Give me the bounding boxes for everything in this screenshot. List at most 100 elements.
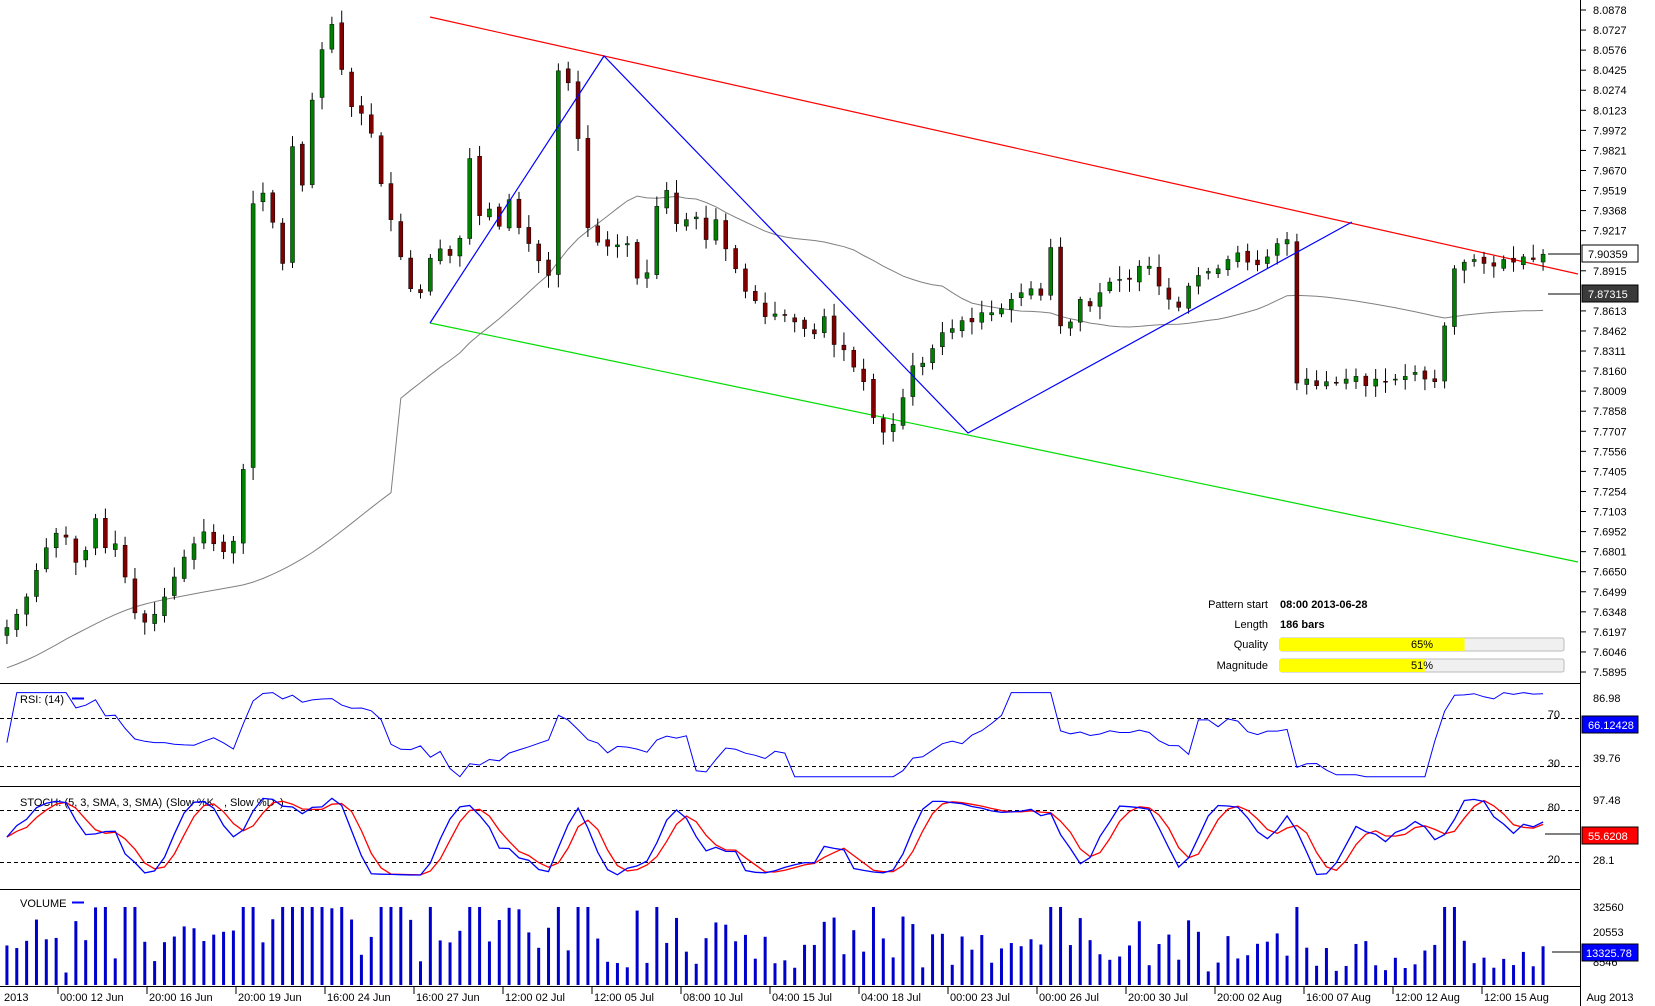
candle-body xyxy=(487,208,492,218)
volume-bar xyxy=(1285,955,1289,985)
volume-bar xyxy=(1137,921,1141,985)
candle-body xyxy=(693,216,699,220)
volume-bar xyxy=(547,927,551,985)
volume-bar xyxy=(1334,970,1338,985)
volume-bar xyxy=(212,934,216,985)
volume-bar xyxy=(74,921,78,985)
candle-body xyxy=(1491,262,1497,267)
price-tick-label: 7.7405 xyxy=(1593,466,1627,478)
volume-bar xyxy=(645,962,649,985)
candle-body xyxy=(1196,275,1201,287)
volume-bar xyxy=(990,962,994,985)
price-tick-label: 7.8311 xyxy=(1593,346,1626,358)
candle-body xyxy=(546,259,551,276)
volume-bar xyxy=(5,945,9,985)
volume-tick-max: 32560 xyxy=(1593,902,1624,914)
volume-bar xyxy=(940,933,944,985)
candle-body xyxy=(73,538,79,563)
candle-body xyxy=(1511,257,1516,263)
volume-bar xyxy=(901,916,905,985)
stoch-value-label: 55.6208 xyxy=(1588,831,1628,843)
volume-bar xyxy=(1167,934,1171,985)
candle-body xyxy=(1186,285,1191,309)
stoch-legend-close: ) xyxy=(280,797,284,809)
volume-bar xyxy=(497,919,501,985)
volume-bar xyxy=(487,941,491,985)
price-tick-label: 7.6801 xyxy=(1593,547,1627,559)
volume-panel: VOLUME 32560 20553 8546 13325.78 xyxy=(5,898,1639,985)
volume-bar xyxy=(812,944,816,985)
pattern-info: Pattern start 08:00 2013-06-28 Length 18… xyxy=(1208,599,1565,673)
candle-body xyxy=(792,317,797,323)
volume-bar xyxy=(1403,968,1407,985)
price-tick-label: 7.6499 xyxy=(1593,587,1627,599)
volume-bar xyxy=(970,949,974,985)
candle-body xyxy=(733,248,738,270)
volume-bar xyxy=(379,907,383,985)
volume-bar xyxy=(1206,971,1210,985)
candle-body xyxy=(1137,265,1142,283)
candle-body xyxy=(753,291,758,301)
candle-body xyxy=(615,244,620,248)
candle-body xyxy=(63,534,69,538)
candle-body xyxy=(812,329,817,335)
volume-bar xyxy=(399,907,403,985)
volume-bar xyxy=(1443,907,1447,985)
volume-bar xyxy=(1059,907,1063,985)
candles xyxy=(4,10,1546,645)
volume-bar xyxy=(1029,939,1033,985)
volume-bar xyxy=(84,940,88,985)
volume-bar xyxy=(1502,958,1506,985)
volume-bar xyxy=(1492,967,1496,985)
price-tick-label: 7.7707 xyxy=(1593,426,1627,438)
volume-bar xyxy=(1098,954,1102,985)
candle-body xyxy=(969,318,975,323)
volume-bars xyxy=(5,907,1545,985)
volume-bar xyxy=(822,921,826,985)
volume-bar xyxy=(231,930,235,985)
price-tick-label: 7.9519 xyxy=(1593,186,1627,198)
candle-body xyxy=(723,220,729,250)
pattern-start-value: 08:00 2013-06-28 xyxy=(1280,599,1367,611)
volume-bar xyxy=(1452,907,1456,985)
volume-bar xyxy=(290,907,294,985)
volume-bar xyxy=(684,951,688,985)
volume-bar xyxy=(1374,965,1378,985)
candle-body xyxy=(1265,256,1270,264)
volume-bar xyxy=(556,907,560,985)
candle-body xyxy=(861,368,866,382)
candle-body xyxy=(625,243,630,246)
candle-body xyxy=(14,613,20,630)
volume-bar xyxy=(1216,962,1220,985)
stoch-legend-open: ( xyxy=(166,797,170,809)
volume-bar xyxy=(1236,958,1240,985)
candle-body xyxy=(44,547,49,570)
volume-bar xyxy=(1512,965,1516,985)
candle-body xyxy=(250,203,256,468)
volume-bar xyxy=(143,941,147,985)
candle-body xyxy=(83,550,88,561)
ma-value-label: 7.87315 xyxy=(1588,289,1628,301)
candle-body xyxy=(1166,287,1172,300)
volume-bar xyxy=(320,907,324,985)
channel-upper-line xyxy=(429,16,1579,275)
volume-bar xyxy=(369,936,373,985)
candle-body xyxy=(871,378,876,418)
candle-body xyxy=(1432,378,1438,382)
candle-body xyxy=(536,243,541,262)
candle-body xyxy=(1255,259,1260,266)
candle-body xyxy=(1058,246,1063,327)
price-y-axis: 8.0878 8.0727 8.0576 8.0425 8.0274 8.0123 7.99… xyxy=(1580,5,1627,679)
volume-bar xyxy=(753,958,757,985)
candle-body xyxy=(1324,381,1329,387)
volume-bar xyxy=(103,907,107,985)
time-tick-label: 04:00 18 Jul xyxy=(861,992,921,1004)
volume-bar xyxy=(162,942,166,985)
price-tick-label: 7.8009 xyxy=(1593,386,1627,398)
volume-bar xyxy=(419,961,423,985)
candle-body xyxy=(565,68,571,84)
candle-body xyxy=(1274,243,1280,256)
candle-body xyxy=(516,198,522,228)
stoch-k-line xyxy=(6,797,1544,876)
